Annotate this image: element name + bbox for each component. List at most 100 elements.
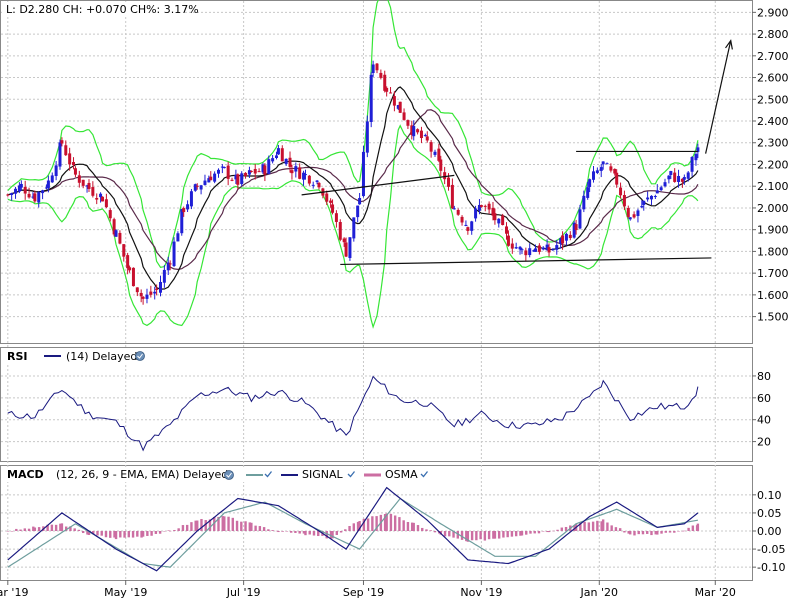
osma-bar	[393, 515, 397, 531]
y-tick-label: 2.700	[757, 50, 789, 63]
candle-body	[510, 243, 514, 249]
osma-bar	[533, 531, 536, 534]
candle-body	[294, 166, 298, 172]
candle-body	[419, 130, 423, 139]
candle-body	[677, 175, 681, 182]
osma-bar	[104, 531, 108, 538]
osma-bar	[285, 531, 289, 532]
candle-body	[506, 235, 510, 246]
candle-body	[659, 187, 663, 191]
candle-body	[247, 170, 251, 175]
candle-body	[234, 174, 238, 180]
osma-bar	[317, 531, 320, 537]
candle-body	[37, 192, 41, 203]
candle-body	[81, 179, 85, 186]
osma-bar	[81, 531, 85, 534]
rsi-line	[7, 375, 699, 452]
osma-toggle-icon[interactable]	[420, 471, 429, 478]
candle-body	[572, 222, 576, 238]
osma-bar	[542, 531, 545, 532]
osma-bar	[398, 517, 401, 531]
osma-bar	[564, 526, 568, 531]
macd-settings-icon[interactable]	[224, 470, 234, 480]
candle-body	[450, 184, 454, 209]
candle-body	[470, 221, 474, 231]
candle-body	[249, 170, 253, 172]
candle-body	[582, 195, 586, 210]
candle-body	[274, 155, 278, 158]
osma-bar	[456, 531, 459, 539]
candle-body	[131, 267, 135, 287]
candle-body	[112, 219, 116, 235]
candle-body	[514, 247, 518, 249]
candle-body	[520, 249, 524, 251]
osma-bar	[410, 522, 414, 531]
osma-bar	[412, 522, 415, 531]
osma-bar	[547, 531, 551, 533]
osma-bar	[668, 531, 672, 533]
candle-body	[329, 200, 333, 203]
candle-body	[632, 214, 636, 218]
osma-bar	[244, 521, 247, 531]
osma-bar	[213, 516, 216, 531]
candle-body	[176, 233, 180, 242]
osma-bar	[460, 531, 464, 540]
osma-bar	[389, 513, 393, 531]
osma-bar	[650, 531, 653, 536]
candle-body	[541, 247, 545, 250]
candle-body	[54, 165, 58, 177]
candle-body	[385, 87, 389, 92]
osma-bar	[23, 528, 27, 531]
candle-body	[216, 169, 220, 174]
osma-bar	[227, 516, 230, 531]
candle-body	[276, 148, 280, 155]
signal-toggle-icon[interactable]	[347, 471, 356, 478]
candle-body	[477, 204, 481, 211]
osma-bar	[312, 531, 316, 536]
candle-body	[564, 233, 568, 241]
candle-body	[474, 208, 478, 219]
candle-body	[439, 159, 443, 171]
candle-body	[162, 269, 166, 283]
x-tick-label: Sep '19	[343, 586, 384, 599]
candle-body	[311, 184, 315, 186]
osma-bar	[601, 519, 605, 531]
candle-body	[139, 292, 143, 297]
y-tick-label: 2.600	[757, 72, 789, 85]
candle-body	[497, 218, 501, 224]
osma-bar	[87, 531, 91, 536]
osma-bar	[362, 518, 366, 531]
osma-bar	[681, 530, 684, 532]
osma-bar	[335, 531, 338, 535]
candle-body	[619, 187, 623, 196]
candle-body	[551, 249, 555, 251]
candle-body	[561, 235, 565, 244]
osma-bar	[231, 517, 234, 531]
osma-bar	[606, 522, 609, 531]
osma-bar	[96, 531, 99, 536]
osma-bar	[502, 531, 505, 538]
candle-body	[46, 180, 50, 189]
candle-body	[33, 193, 37, 202]
trend-arrow-head	[725, 39, 733, 50]
candle-body	[626, 208, 630, 217]
candle-body	[640, 206, 644, 208]
quote-header-bg	[2, 2, 184, 17]
osma-bar	[221, 516, 224, 531]
osma-bar	[250, 522, 253, 531]
candle-body	[466, 227, 470, 231]
osma-bar	[141, 531, 145, 537]
macd-line	[7, 486, 699, 572]
macd-line-toggle-icon[interactable]	[264, 471, 273, 478]
osma-bar	[127, 531, 131, 538]
macd-y-tick-label: 0.05	[757, 507, 782, 520]
osma-bar	[304, 531, 307, 536]
candle-body	[31, 196, 35, 198]
rsi-y-tick-label: 60	[757, 392, 771, 405]
osma-bar	[294, 531, 297, 533]
rsi-settings-icon[interactable]	[135, 351, 145, 361]
candle-body	[493, 213, 497, 221]
rsi-y-tick-label: 20	[757, 436, 771, 449]
osma-bar	[204, 520, 207, 531]
candle-body	[203, 180, 207, 185]
